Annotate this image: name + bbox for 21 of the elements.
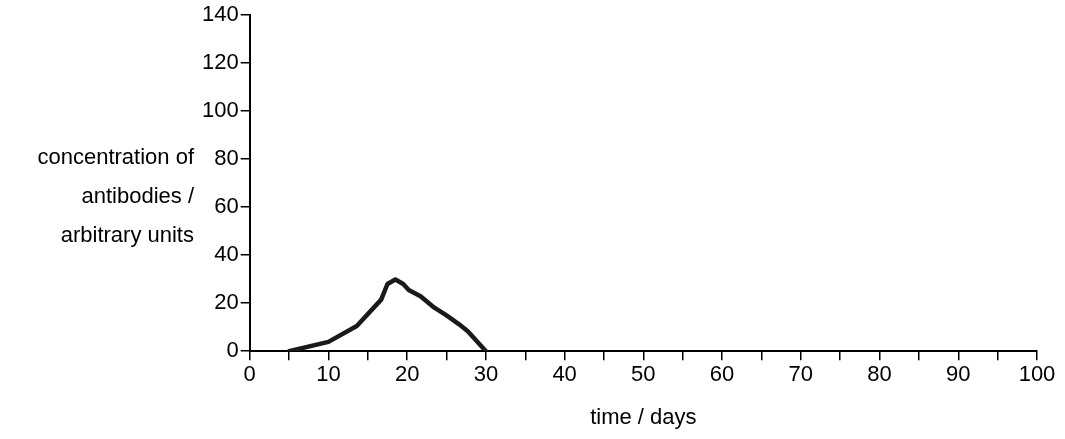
x-tick-label: 30 [473,361,499,387]
x-tick-label: 0 [243,361,256,387]
y-tick-label: 0 [226,337,239,363]
y-tick-label: 80 [214,145,239,171]
x-axis-title: time / days [590,403,697,429]
x-tick-label: 100 [1018,361,1056,387]
x-tick-label: 70 [788,361,814,387]
y-tick-label: 120 [201,49,239,75]
x-tick-label: 10 [316,361,341,387]
x-tick-label: 60 [709,361,735,387]
x-tick-label: 80 [867,361,892,387]
y-tick-label: 100 [201,97,239,123]
x-tick-label: 90 [946,361,971,387]
x-tick-label: 40 [552,361,577,387]
x-tick-label: 20 [394,361,420,387]
y-tick-label: 20 [214,289,239,315]
y-tick-label: 140 [201,1,239,27]
x-tick-label: 50 [631,361,656,387]
y-axis-title: concentration of antibodies / arbitrary units [36,143,194,249]
y-tick-label: 40 [214,241,239,267]
y-tick-label: 60 [214,193,239,219]
